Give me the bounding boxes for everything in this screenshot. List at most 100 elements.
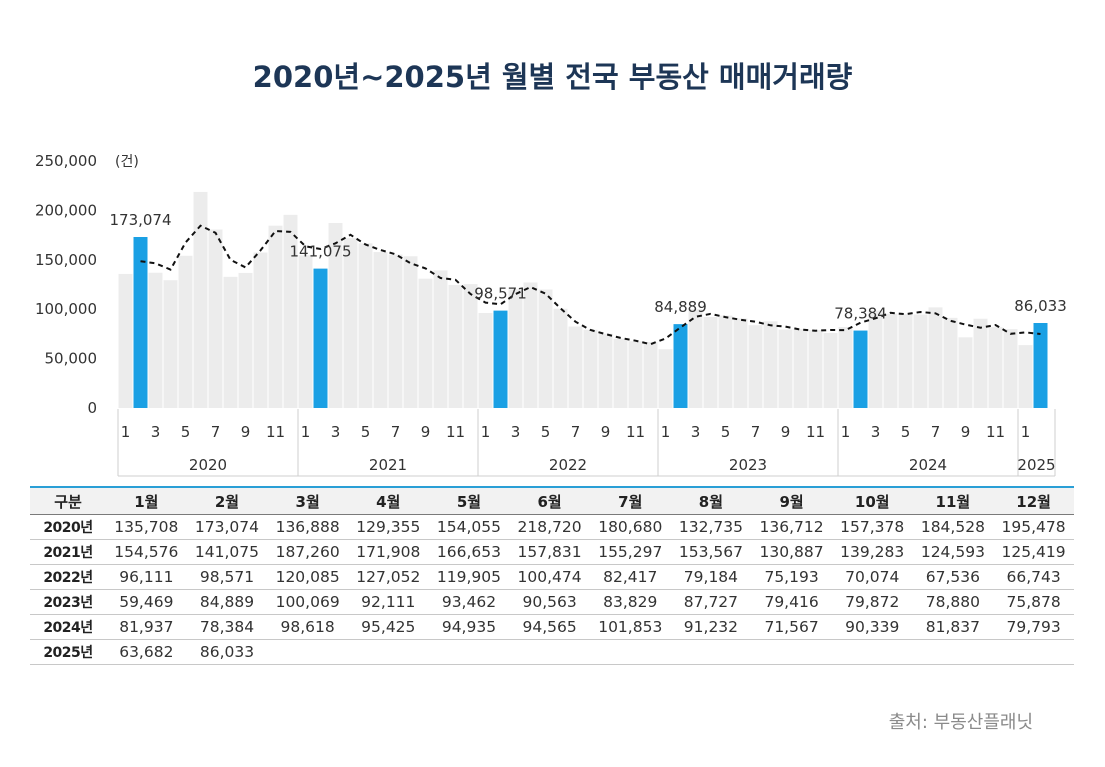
table-row: 2024년 81,937 78,384 98,618 95,425 94,935 94,56… [30,614,1074,640]
data-label: 173,074 [109,211,171,229]
bar-2024-4 [883,313,898,408]
bar-2020-2 [133,237,148,408]
bar-2021-4 [343,238,358,408]
table-cell: 180,680 [589,514,671,540]
table-cell: 154,576 [106,539,187,565]
table-cell: 82,417 [589,564,671,590]
table-cell [428,639,510,665]
table-cell: 96,111 [106,564,187,590]
chart-title: 2020년~2025년 월별 전국 부동산 매매거래량 [252,60,853,94]
y-tick-label: 0 [87,399,97,417]
table-cell: 98,618 [267,614,348,640]
table-cell: 84,889 [186,589,268,615]
table-cell: 195,478 [993,514,1074,540]
bar-2022-10 [613,338,628,408]
row-year-label: 2021년 [30,539,106,565]
table-cell: 95,425 [347,614,429,640]
table-cell: 157,378 [831,514,913,540]
bar-2025-2 [1033,322,1048,408]
bar-2025-1 [1018,345,1033,408]
table-cell [831,639,913,665]
bar-2024-3 [868,310,883,408]
table-cell: 184,528 [912,514,994,540]
table-row: 2020년 135,708 173,074 136,888 129,355 154,055… [30,514,1074,540]
y-tick-label: 50,000 [45,350,98,368]
year-label: 2021 [369,456,407,474]
x-tick-label: 3 [511,423,521,441]
x-tick-label: 11 [986,423,1005,441]
bar-2022-4 [523,282,538,408]
bar-2024-7 [928,307,943,408]
x-tick-label: 1 [481,423,491,441]
y-tick-label: 150,000 [35,251,97,269]
table-cell: 173,074 [186,514,268,540]
bar-2024-1 [838,327,853,408]
x-tick-label: 3 [331,423,341,441]
bar-2021-12 [463,284,478,408]
bar-2022-2 [493,310,508,408]
table-cell: 92,111 [347,589,429,615]
table-cell [509,639,590,665]
bar-2022-8 [583,329,598,408]
table-cell: 93,462 [428,589,510,615]
bar-2024-12 [1003,329,1018,408]
table-cell: 157,831 [509,539,590,565]
header-month: 6월 [509,486,590,515]
x-tick-label: 1 [121,423,131,441]
x-tick-label: 1 [301,423,311,441]
table-row: 2025년 63,682 86,033 [30,639,1074,665]
table-cell [347,639,429,665]
y-tick-label: 100,000 [35,300,97,318]
bar-2023-10 [793,329,808,408]
bar-2024-5 [898,314,913,408]
bar-2020-8 [223,276,238,408]
table-cell [993,639,1074,665]
bar-2022-1 [478,313,493,408]
header-month: 12월 [993,486,1074,515]
bar-2022-12 [643,342,658,408]
bar-2022-7 [568,326,583,408]
bar-2020-4 [163,280,178,408]
bar-2023-11 [808,330,823,408]
header-month: 5월 [428,486,510,515]
x-tick-label: 3 [151,423,161,441]
x-tick-label: 1 [841,423,851,441]
table-cell: 86,033 [186,639,268,665]
table-cell: 119,905 [428,564,510,590]
bar-2021-5 [358,243,373,408]
x-tick-label: 9 [601,423,611,441]
x-tick-label: 5 [541,423,551,441]
bar-2024-11 [988,327,1003,408]
bar-2023-12 [823,333,838,408]
table-cell: 129,355 [347,514,429,540]
table-cell: 98,571 [186,564,268,590]
x-tick-label: 9 [241,423,251,441]
table-header-row: 구분 1월 2월 3월 4월 5월 6월 7월 8월 9월 10월 11월 12월 [30,486,1074,515]
header-month: 4월 [347,486,429,515]
header-month: 2월 [186,486,268,515]
bar-2020-9 [238,272,253,408]
table-cell: 136,712 [751,514,832,540]
bar-2023-7 [748,325,763,408]
x-tick-label: 3 [871,423,881,441]
table-cell: 71,567 [751,614,832,640]
table-cell: 63,682 [106,639,187,665]
bar-2022-11 [628,341,643,408]
table-cell: 94,935 [428,614,510,640]
row-year-label: 2024년 [30,614,106,640]
table-cell: 153,567 [670,539,752,565]
x-tick-label: 11 [626,423,645,441]
bar-2024-2 [853,330,868,408]
table-cell: 75,878 [993,589,1074,615]
bar-2024-9 [958,337,973,408]
table-cell [912,639,994,665]
table-cell: 87,727 [670,589,752,615]
table-cell: 171,908 [347,539,429,565]
bar-2023-5 [718,315,733,408]
table-cell: 139,283 [831,539,913,565]
header-month: 1월 [106,486,187,515]
data-table: 구분 1월 2월 3월 4월 5월 6월 7월 8월 9월 10월 11월 12월 2020년 135,7… [30,486,1074,665]
table-cell: 81,837 [912,614,994,640]
table-cell: 135,708 [106,514,187,540]
